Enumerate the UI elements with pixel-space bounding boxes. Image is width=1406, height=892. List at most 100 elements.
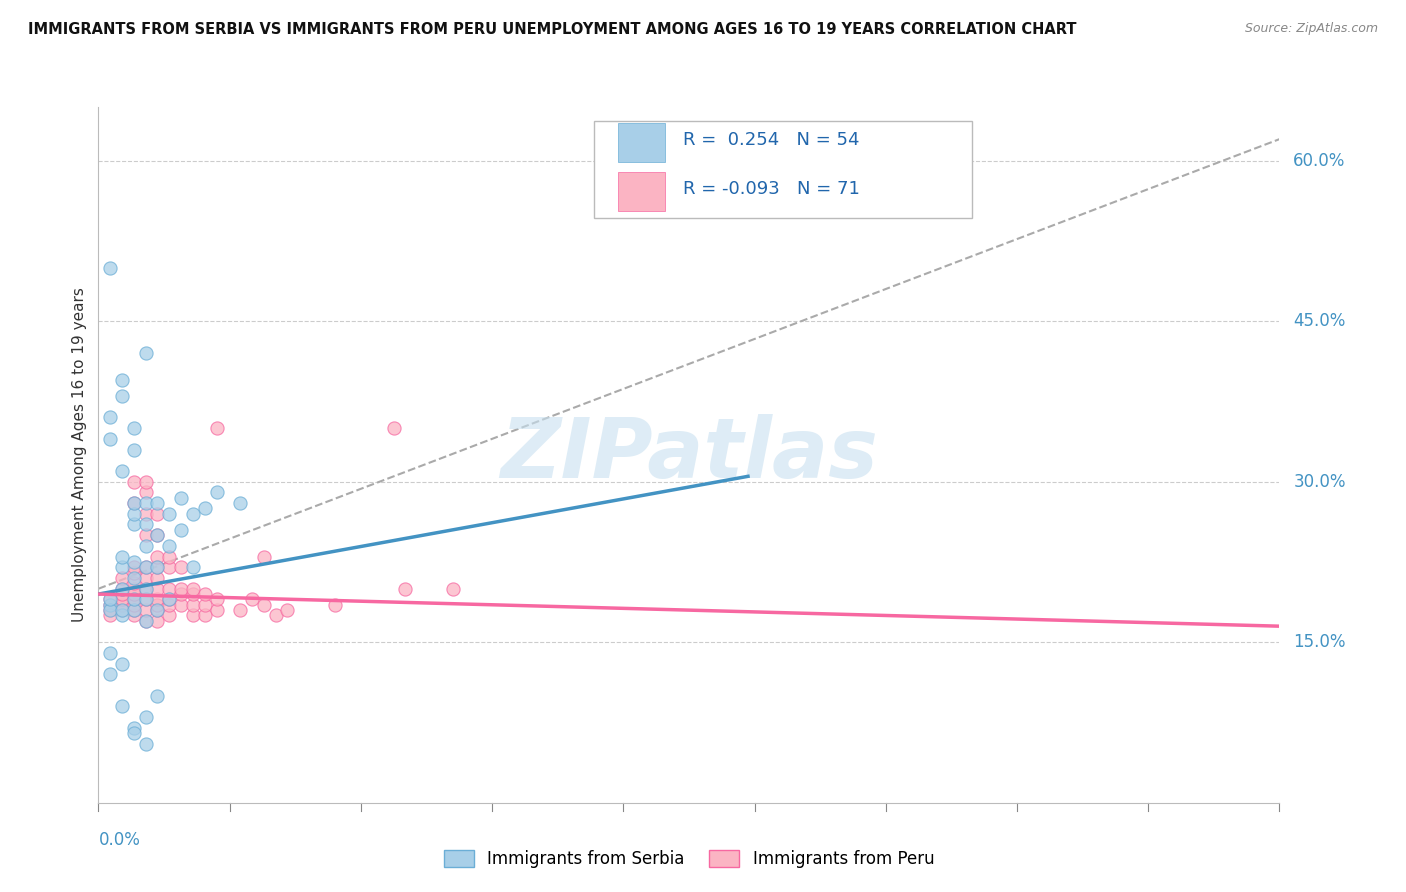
Point	[253, 549, 276, 564]
Point	[111, 587, 134, 601]
Point	[157, 592, 180, 607]
Text: IMMIGRANTS FROM SERBIA VS IMMIGRANTS FROM PERU UNEMPLOYMENT AMONG AGES 16 TO 19 : IMMIGRANTS FROM SERBIA VS IMMIGRANTS FRO…	[28, 22, 1077, 37]
Text: ZIPatlas: ZIPatlas	[501, 415, 877, 495]
Point	[135, 475, 157, 489]
Point	[135, 737, 157, 751]
Point	[394, 582, 416, 596]
Point	[157, 549, 180, 564]
Point	[135, 560, 157, 574]
Text: 30.0%: 30.0%	[1294, 473, 1346, 491]
Point	[111, 657, 134, 671]
Point	[122, 421, 145, 435]
Point	[170, 560, 193, 574]
Point	[122, 517, 145, 532]
Point	[146, 603, 169, 617]
Point	[146, 528, 169, 542]
Point	[122, 576, 145, 591]
Point	[122, 560, 145, 574]
Point	[181, 582, 204, 596]
Point	[111, 549, 134, 564]
Text: 15.0%: 15.0%	[1294, 633, 1346, 651]
Point	[111, 603, 134, 617]
Point	[111, 598, 134, 612]
Point	[122, 587, 145, 601]
Point	[111, 582, 134, 596]
Point	[157, 608, 180, 623]
Point	[194, 587, 217, 601]
Point	[229, 603, 252, 617]
Point	[170, 587, 193, 601]
Point	[122, 726, 145, 740]
Point	[98, 603, 121, 617]
Point	[157, 507, 180, 521]
Legend: Immigrants from Serbia, Immigrants from Peru: Immigrants from Serbia, Immigrants from …	[437, 843, 941, 875]
Point	[122, 598, 145, 612]
Point	[135, 517, 157, 532]
Point	[146, 507, 169, 521]
Point	[194, 608, 217, 623]
Point	[111, 389, 134, 403]
Point	[122, 442, 145, 457]
Point	[181, 598, 204, 612]
Point	[111, 560, 134, 574]
Point	[135, 496, 157, 510]
Point	[205, 603, 228, 617]
Point	[240, 592, 263, 607]
Point	[205, 485, 228, 500]
Point	[146, 603, 169, 617]
Point	[146, 560, 169, 574]
FancyBboxPatch shape	[595, 121, 973, 219]
Point	[122, 603, 145, 617]
Point	[264, 608, 287, 623]
Point	[229, 496, 252, 510]
FancyBboxPatch shape	[619, 172, 665, 211]
Point	[135, 571, 157, 585]
Point	[181, 587, 204, 601]
Point	[122, 582, 145, 596]
Point	[276, 603, 298, 617]
Point	[146, 592, 169, 607]
Point	[135, 560, 157, 574]
Point	[98, 260, 121, 275]
Point	[122, 475, 145, 489]
Point	[146, 560, 169, 574]
Point	[146, 528, 169, 542]
Point	[170, 491, 193, 505]
Point	[135, 582, 157, 596]
Point	[181, 560, 204, 574]
Point	[323, 598, 346, 612]
Point	[122, 592, 145, 607]
Point	[122, 507, 145, 521]
Text: R = -0.093   N = 71: R = -0.093 N = 71	[683, 180, 860, 198]
Point	[253, 598, 276, 612]
Point	[146, 689, 169, 703]
Point	[122, 496, 145, 510]
Point	[205, 592, 228, 607]
Point	[98, 592, 121, 607]
Point	[122, 571, 145, 585]
Point	[135, 614, 157, 628]
Point	[135, 539, 157, 553]
Text: 60.0%: 60.0%	[1294, 152, 1346, 169]
Point	[146, 571, 169, 585]
Point	[194, 598, 217, 612]
Point	[181, 507, 204, 521]
Point	[205, 421, 228, 435]
Point	[135, 485, 157, 500]
Point	[98, 608, 121, 623]
Point	[181, 608, 204, 623]
Point	[146, 582, 169, 596]
Point	[135, 507, 157, 521]
Point	[111, 373, 134, 387]
Point	[98, 598, 121, 612]
Point	[146, 614, 169, 628]
Point	[111, 571, 134, 585]
Y-axis label: Unemployment Among Ages 16 to 19 years: Unemployment Among Ages 16 to 19 years	[72, 287, 87, 623]
Point	[122, 721, 145, 735]
Point	[122, 592, 145, 607]
Point	[122, 496, 145, 510]
Point	[111, 592, 134, 607]
Point	[135, 592, 157, 607]
Point	[170, 582, 193, 596]
Point	[157, 592, 180, 607]
